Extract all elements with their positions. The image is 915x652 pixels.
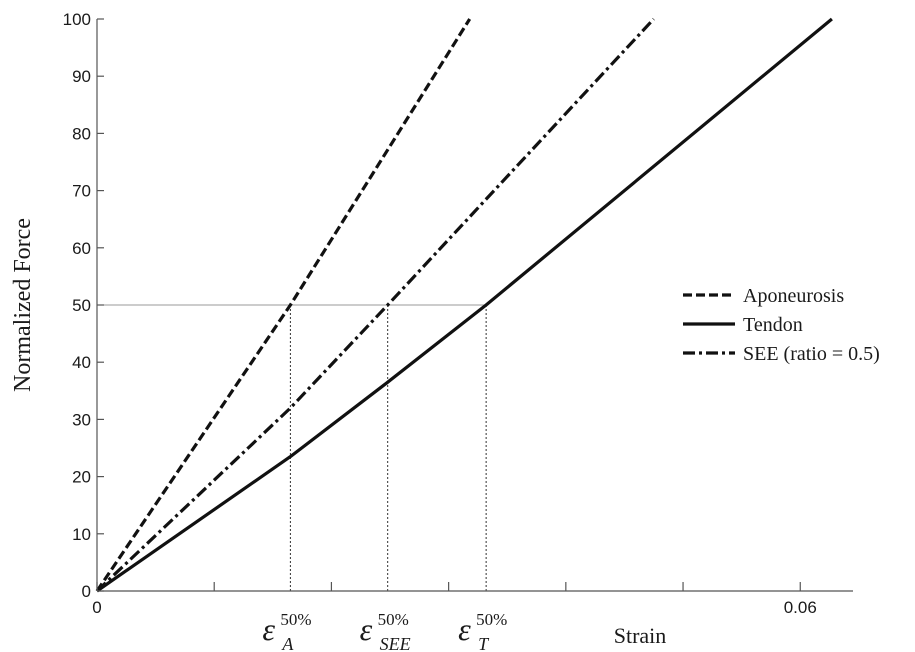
- legend-label-aponeurosis: Aponeurosis: [743, 285, 844, 307]
- y-axis-label: Normalized Force: [10, 218, 36, 392]
- series-layer: [95, 17, 833, 593]
- series-line-see: [95, 17, 655, 593]
- x-axis-label: Strain: [614, 623, 667, 648]
- strain-label-symbol: ε: [262, 611, 275, 647]
- strain-label-t: ε 50% T: [458, 610, 507, 652]
- strain-label-superscript: 50%: [476, 610, 507, 629]
- legend: Aponeurosis Tendon SEE (ratio = 0.5): [683, 285, 880, 365]
- legend-label-see: SEE (ratio = 0.5): [743, 343, 880, 365]
- y-tick-label-0: 0: [82, 582, 91, 601]
- x-tick-label-0: 0: [92, 598, 101, 617]
- strain-label-subscript: SEE: [380, 634, 411, 652]
- y-tick-label-70: 70: [72, 182, 91, 201]
- y-tick-label-20: 20: [72, 468, 91, 487]
- strain-label-superscript: 50%: [280, 610, 311, 629]
- strain-label-a: ε 50% A: [262, 610, 311, 652]
- strain-label-subscript: T: [478, 634, 490, 652]
- series-line-tendon: [96, 17, 833, 593]
- strain-label-superscript: 50%: [378, 610, 409, 629]
- y-tick-label-60: 60: [72, 239, 91, 258]
- y-tick-label-90: 90: [72, 67, 91, 86]
- y-tick-label-40: 40: [72, 353, 91, 372]
- strain-label-subscript: A: [281, 634, 294, 652]
- y-tick-label-50: 50: [72, 296, 91, 315]
- legend-label-tendon: Tendon: [743, 314, 803, 336]
- y-tick-label-10: 10: [72, 525, 91, 544]
- y-tick-label-80: 80: [72, 124, 91, 143]
- strain-label-symbol: ε: [360, 611, 373, 647]
- reference-layer: [97, 304, 487, 591]
- strain-markers-layer: ε 50% A ε 50% SEE ε 50% T: [262, 610, 507, 652]
- y-tick-label-100: 100: [63, 10, 91, 29]
- x-tick-label-0.06: 0.06: [784, 598, 817, 617]
- ticks-layer: 0 10 20 30 40 50 60 70 80 90 100 0 0.06: [63, 10, 817, 617]
- strain-label-symbol: ε: [458, 611, 471, 647]
- y-tick-label-30: 30: [72, 410, 91, 429]
- series-line-aponeurosis: [95, 18, 472, 592]
- strain-label-see: ε 50% SEE: [360, 610, 411, 652]
